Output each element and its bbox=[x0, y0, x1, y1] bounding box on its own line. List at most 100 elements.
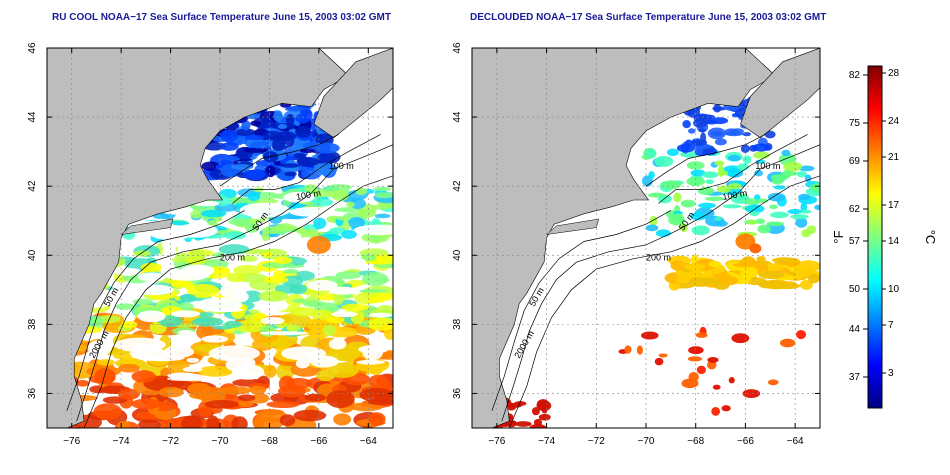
cloud-patch bbox=[283, 231, 302, 242]
sst-patch bbox=[226, 272, 246, 283]
sst-patch bbox=[688, 346, 704, 355]
sst-patch bbox=[158, 386, 184, 398]
sst-patch bbox=[249, 141, 272, 149]
sst-patch bbox=[376, 304, 393, 315]
sst-patch bbox=[243, 147, 268, 153]
fahrenheit-tick-label: 44 bbox=[849, 324, 861, 335]
sst-patch bbox=[749, 211, 760, 217]
longitude-tick-label: −70 bbox=[212, 436, 229, 447]
sst-patch bbox=[285, 113, 295, 126]
sst-patch bbox=[691, 225, 710, 236]
sst-patch bbox=[120, 357, 141, 366]
celsius-tick-label: 17 bbox=[888, 200, 900, 211]
cloud-patch bbox=[162, 245, 177, 261]
fahrenheit-tick-label: 57 bbox=[849, 236, 861, 247]
sst-patch bbox=[752, 143, 771, 152]
isobath-label: 100 m bbox=[329, 161, 354, 171]
sst-patch bbox=[515, 421, 532, 427]
cloud-patch bbox=[177, 330, 194, 336]
sst-patch bbox=[767, 192, 786, 202]
sst-patch bbox=[749, 243, 762, 254]
sst-patch bbox=[333, 291, 345, 305]
sst-patch bbox=[742, 389, 761, 399]
right-panel-title: DECLOUDED NOAA−17 Sea Surface Temperatur… bbox=[470, 12, 827, 23]
sst-patch bbox=[705, 179, 715, 185]
cloud-patch bbox=[328, 338, 347, 350]
sst-patch bbox=[117, 388, 140, 400]
cloud-patch bbox=[163, 345, 195, 359]
sst-patch bbox=[276, 363, 295, 381]
sst-patch bbox=[727, 183, 742, 190]
sst-patch bbox=[223, 231, 246, 240]
sst-patch bbox=[690, 169, 706, 177]
sst-patch bbox=[373, 186, 392, 192]
sst-patch bbox=[766, 221, 785, 227]
cloud-patch bbox=[281, 346, 326, 361]
sst-patch bbox=[288, 324, 301, 332]
sst-patch bbox=[742, 155, 752, 164]
isobath-contour bbox=[645, 134, 766, 187]
sst-patch bbox=[721, 405, 731, 412]
sst-patch bbox=[293, 409, 327, 422]
cloud-patch bbox=[186, 357, 200, 363]
sst-patch bbox=[737, 163, 749, 171]
latitude-tick-label: 40 bbox=[27, 249, 38, 261]
sst-patch bbox=[250, 120, 262, 127]
isobath-contour bbox=[219, 134, 339, 187]
sst-patch bbox=[744, 198, 761, 206]
isobath-contour bbox=[501, 144, 820, 422]
sst-patch bbox=[213, 252, 226, 258]
sst-patch bbox=[757, 224, 771, 234]
sst-patch bbox=[513, 401, 527, 406]
cloud-patch bbox=[182, 366, 203, 373]
cloud-patch bbox=[289, 207, 336, 217]
sst-patch bbox=[688, 372, 699, 382]
sst-patch bbox=[529, 423, 547, 428]
isobath-label: 100 m bbox=[295, 188, 321, 202]
fahrenheit-tick-label: 82 bbox=[849, 70, 861, 81]
latitude-tick-label: 46 bbox=[452, 42, 463, 54]
sst-patch bbox=[721, 275, 739, 286]
isobath-label: 200 m bbox=[220, 252, 245, 262]
sst-patch bbox=[712, 384, 721, 390]
sst-patch bbox=[237, 394, 256, 402]
sst-patch bbox=[648, 171, 655, 180]
sst-patch bbox=[706, 360, 717, 370]
sst-patch bbox=[708, 261, 722, 268]
longitude-tick-label: −76 bbox=[63, 436, 80, 447]
latitude-tick-label: 42 bbox=[27, 180, 38, 192]
sst-patch bbox=[675, 276, 690, 284]
sst-patch bbox=[767, 379, 779, 386]
sst-patch bbox=[262, 252, 273, 257]
sst-patch bbox=[263, 275, 289, 284]
sst-patch bbox=[280, 163, 300, 168]
sst-patch bbox=[133, 250, 151, 257]
sst-patch bbox=[131, 398, 162, 410]
sst-patch bbox=[762, 263, 783, 272]
sst-patch bbox=[506, 404, 516, 411]
sst-patch bbox=[787, 209, 803, 215]
sst-patch bbox=[75, 380, 90, 387]
sst-patch bbox=[138, 419, 162, 428]
sst-patch bbox=[742, 132, 752, 137]
sst-patch bbox=[304, 393, 326, 402]
sst-patch bbox=[244, 222, 259, 233]
sst-patch bbox=[800, 209, 812, 214]
sst-patch bbox=[325, 316, 345, 323]
sst-patch bbox=[641, 331, 659, 340]
longitude-tick-label: −66 bbox=[737, 436, 754, 447]
cloud-patch bbox=[283, 191, 316, 203]
sst-patch bbox=[686, 176, 706, 186]
cloud-patch bbox=[358, 345, 389, 354]
sst-patch bbox=[795, 217, 808, 228]
sst-patch bbox=[371, 204, 392, 210]
cloud-patch bbox=[239, 202, 290, 218]
cloud-patch bbox=[331, 311, 358, 318]
sst-patch bbox=[115, 303, 137, 310]
sst-patch bbox=[714, 216, 722, 221]
sst-patch bbox=[275, 223, 295, 232]
sst-patch bbox=[295, 228, 318, 234]
isobath-label: 100 m bbox=[722, 188, 748, 202]
sst-patch bbox=[731, 113, 740, 118]
